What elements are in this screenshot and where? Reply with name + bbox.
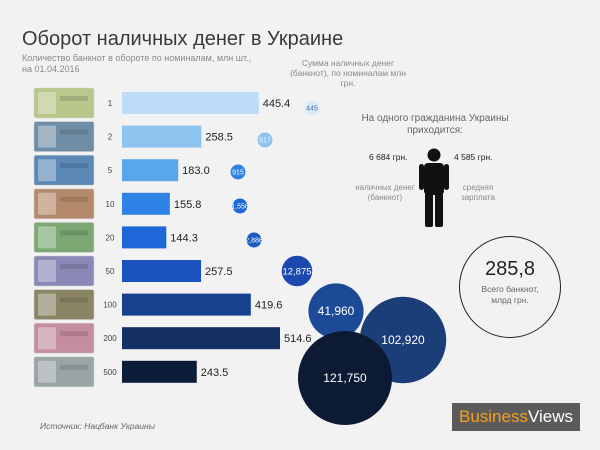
total-banknotes-value: 285,8 <box>484 258 536 280</box>
bubble-label-5: 915 <box>232 169 244 176</box>
banknote-thumb-100 <box>33 289 95 320</box>
banknote-thumb-2 <box>33 121 95 152</box>
banknote-band-2 <box>60 129 88 135</box>
category-label-200: 200 <box>103 334 117 343</box>
cash-per-citizen-value: 6 684 грн. <box>369 152 408 162</box>
category-label-500: 500 <box>103 368 117 377</box>
bubble-label-100: 41,960 <box>318 304 355 318</box>
bubble-1 <box>304 100 320 116</box>
bar-1 <box>122 92 259 114</box>
bubble-label-500: 121,750 <box>323 371 367 385</box>
banknote-band-20 <box>60 230 88 236</box>
bubble-20 <box>246 232 262 248</box>
banknote-thumb-1 <box>33 87 95 119</box>
category-label-20: 20 <box>106 233 115 242</box>
category-label-50: 50 <box>106 267 115 276</box>
banknote-band-50 <box>60 264 88 269</box>
bar-2 <box>122 125 202 148</box>
bubble-label-50: 12,875 <box>282 266 311 277</box>
bar-value-500: 243.5 <box>201 367 229 379</box>
banknote-thumb-5 <box>33 154 95 186</box>
banknote-band-200 <box>60 331 88 337</box>
bubble-legend-note: Сумма наличных денег (банкнот), по номин… <box>290 58 406 88</box>
total-banknotes-circle: 285,8 Всего банкнот, млрд грн. <box>459 236 561 338</box>
banknote-band-100 <box>60 297 88 303</box>
bubble-2 <box>257 132 273 148</box>
bar-200 <box>122 327 280 350</box>
bar-10 <box>122 192 170 215</box>
banknote-band-500 <box>60 364 88 370</box>
page-title: Оборот наличных денег в Украине <box>22 28 344 50</box>
per-citizen-heading: На одного гражданина Украины приходится: <box>361 113 509 136</box>
category-label-5: 5 <box>108 166 113 175</box>
bubble-label-10: 1,558 <box>231 203 249 210</box>
banknote-portrait-100 <box>38 293 56 316</box>
banknote-band-5 <box>60 163 88 169</box>
chart-subtitle: Количество банкнот в обороте по номинала… <box>22 53 252 74</box>
bubble-5 <box>230 164 246 180</box>
banknote-portrait-20 <box>38 226 56 249</box>
banknote-portrait-5 <box>38 159 56 182</box>
bar-value-50: 257.5 <box>205 266 233 278</box>
banknote-portrait-1 <box>38 92 56 114</box>
category-label-2: 2 <box>108 133 113 142</box>
bubble-500 <box>298 331 392 425</box>
banknote-thumb-500 <box>33 356 95 388</box>
category-label-100: 100 <box>103 301 117 310</box>
bubble-100 <box>308 283 364 339</box>
cash-per-citizen-label: наличных денег (банкнот) <box>355 183 415 202</box>
bar-value-10: 155.8 <box>174 199 202 211</box>
bubble-label-200: 102,920 <box>381 333 425 347</box>
bubble-label-20: 2,886 <box>245 237 263 244</box>
bar-50 <box>122 260 202 282</box>
banknote-band-1 <box>60 96 88 101</box>
bar-value-1: 445.4 <box>263 98 291 110</box>
category-label-1: 1 <box>108 99 113 108</box>
bar-value-100: 419.6 <box>255 300 283 312</box>
bubble-label-2: 517 <box>259 137 271 144</box>
source-note: Источник: Нацбанк Украины <box>40 421 155 431</box>
average-wage-label: средняя зарплата <box>461 183 495 202</box>
bar-500 <box>122 360 197 383</box>
bar-value-5: 183.0 <box>182 165 210 177</box>
total-banknotes-label: Всего банкнот, млрд грн. <box>481 284 539 305</box>
banknote-portrait-500 <box>38 360 56 383</box>
bubble-label-1: 445 <box>306 105 318 112</box>
business-views-logo: BusinessViews <box>452 403 580 431</box>
category-label-10: 10 <box>106 200 115 209</box>
bar-5 <box>122 159 179 182</box>
bubble-50 <box>281 255 313 287</box>
bubble-10 <box>232 198 248 214</box>
banknote-thumb-200 <box>33 322 95 354</box>
banknote-thumb-10 <box>33 188 95 220</box>
banknote-band-10 <box>60 196 88 202</box>
person-icon <box>419 148 449 227</box>
bar-value-20: 144.3 <box>170 232 198 244</box>
banknote-portrait-2 <box>38 125 56 148</box>
banknote-portrait-50 <box>38 260 56 282</box>
banknote-thumb-20 <box>33 222 95 253</box>
bar-20 <box>122 226 167 249</box>
bar-value-200: 514.6 <box>284 333 312 345</box>
banknote-thumb-50 <box>33 255 95 287</box>
average-wage-value: 4 585 грн. <box>454 152 493 162</box>
banknote-portrait-200 <box>38 327 56 350</box>
bar-value-2: 258.5 <box>205 132 233 144</box>
banknote-portrait-10 <box>38 192 56 215</box>
bar-100 <box>122 293 251 316</box>
